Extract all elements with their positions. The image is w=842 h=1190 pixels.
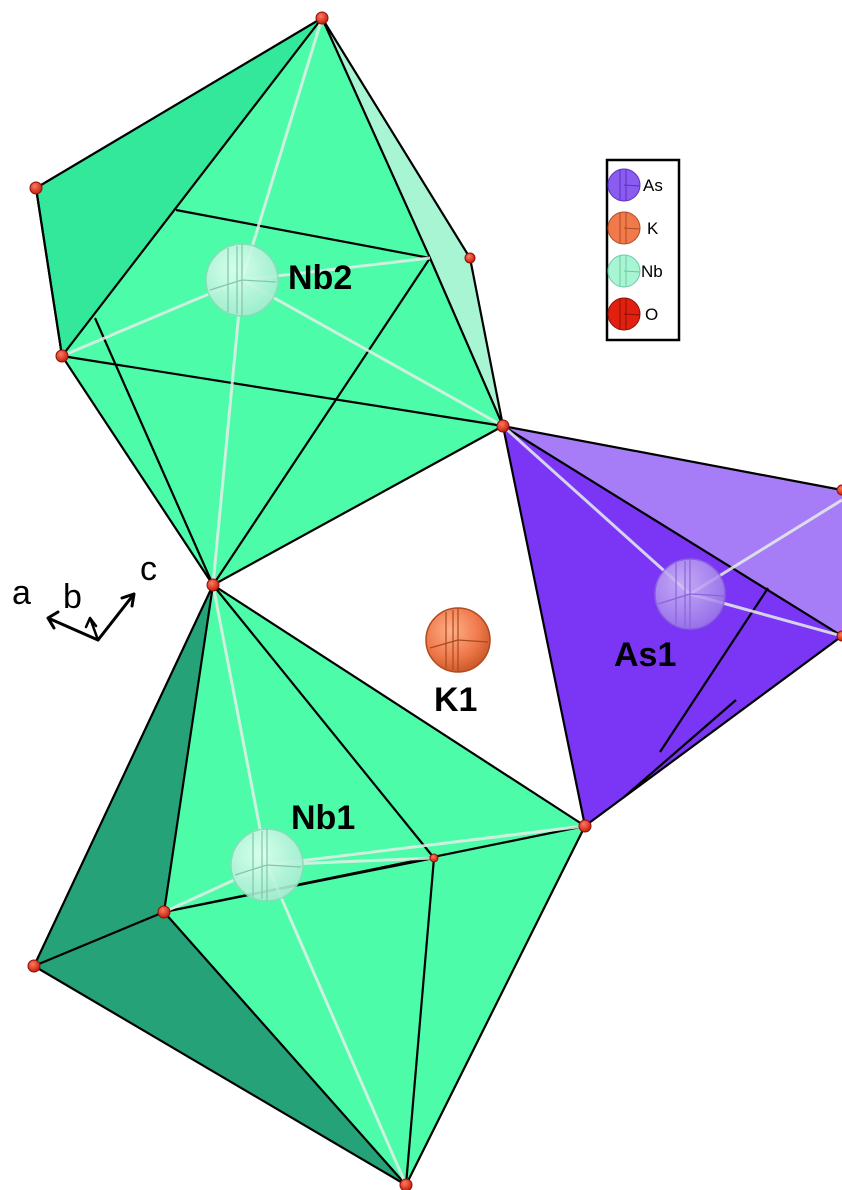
nb2-label: Nb2	[288, 259, 352, 297]
oxygen-atom	[578, 819, 592, 833]
oxygen-atom	[464, 252, 476, 264]
k1-label: K1	[434, 681, 477, 719]
oxygen-atom	[496, 419, 510, 433]
nb1-face-shadow-lower	[34, 912, 406, 1185]
legend-label-o: O	[645, 305, 658, 324]
oxygen-atom	[399, 1178, 413, 1190]
oxygen-atom	[429, 853, 439, 863]
nb2-face-middle	[62, 210, 503, 426]
oxygen-atoms	[27, 11, 842, 1190]
legend-label-as: As	[643, 176, 663, 195]
as1-label: As1	[614, 636, 676, 674]
oxygen-atom	[206, 578, 220, 592]
nb1-label: Nb1	[291, 799, 355, 837]
oxygen-atom	[157, 905, 171, 919]
legend: As K Nb O	[605, 158, 681, 342]
nb1-face-lower	[164, 826, 585, 1185]
nb2-face-left	[36, 18, 322, 356]
as1-face-dark	[503, 426, 842, 826]
oxygen-atom	[55, 349, 69, 363]
axis-c-label: c	[140, 550, 157, 588]
nb2-face-top	[176, 18, 430, 258]
axis-b-label: b	[63, 578, 82, 616]
oxygen-atom	[29, 181, 43, 195]
k1-atom	[425, 607, 491, 673]
as1-tetrahedron	[501, 424, 842, 828]
axis-triad: a b c	[12, 550, 157, 642]
legend-item-k: K	[607, 211, 659, 245]
nb2-face-bottom	[62, 356, 503, 585]
legend-item-nb: Nb	[607, 254, 663, 288]
oxygen-atom	[836, 630, 842, 642]
nb1-atom	[230, 828, 304, 902]
oxygen-atom	[836, 484, 842, 496]
nb2-atom	[205, 243, 279, 317]
legend-label-k: K	[647, 219, 659, 238]
legend-item-o: O	[607, 297, 658, 331]
oxygen-atom	[27, 959, 41, 973]
oxygen-atom	[315, 11, 329, 25]
as1-atom	[654, 558, 726, 630]
legend-label-nb: Nb	[641, 262, 663, 281]
nb1-octahedron	[32, 583, 587, 1187]
legend-item-as: As	[607, 168, 663, 202]
axis-a-label: a	[12, 574, 31, 612]
